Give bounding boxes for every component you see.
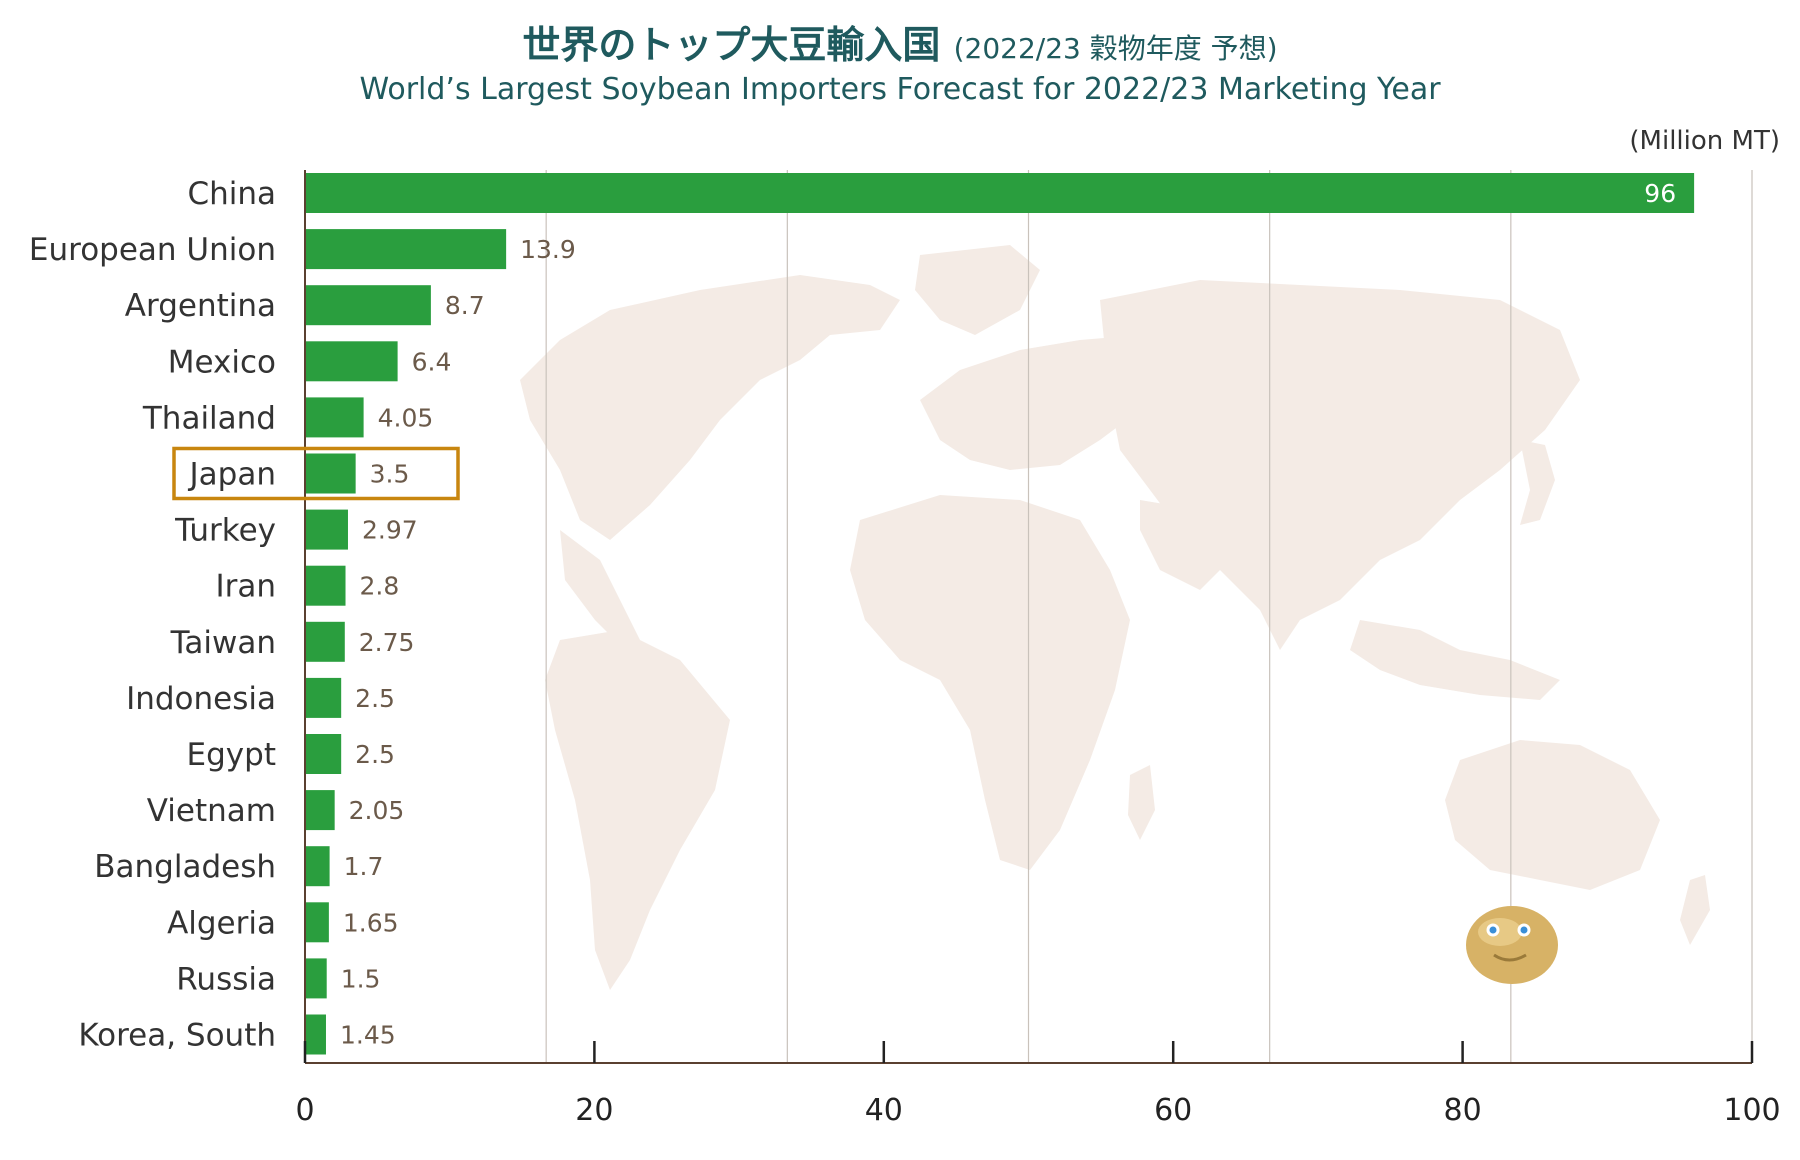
category-label: China (187, 176, 276, 212)
soybean-mascot (1466, 906, 1558, 984)
bar (305, 902, 329, 943)
value-label: 13.9 (520, 235, 576, 264)
bar (305, 453, 356, 494)
value-label: 6.4 (412, 347, 452, 376)
category-label: Argentina (125, 288, 276, 324)
value-label: 1.5 (341, 964, 381, 993)
x-axis: 0 20 40 60 80 100 (295, 170, 1781, 1128)
category-label: Mexico (168, 344, 276, 380)
map-central-america (560, 530, 640, 650)
x-tick-label: 100 (1723, 1093, 1780, 1128)
mascot-highlight (1478, 918, 1522, 946)
x-tick-label: 60 (1154, 1093, 1192, 1128)
value-label: 1.7 (344, 852, 384, 881)
x-tick-label: 0 (295, 1093, 314, 1128)
mascot-body (1466, 906, 1558, 984)
category-label: Indonesia (126, 681, 276, 717)
unit-label: (Million MT) (1629, 126, 1780, 156)
map-japan (1520, 440, 1555, 525)
bar (305, 173, 1695, 213)
category-label: Turkey (174, 513, 276, 549)
highlight-box (172, 446, 460, 501)
category-label: Vietnam (147, 793, 276, 829)
x-tick-label: 40 (865, 1093, 903, 1128)
map-africa (850, 495, 1130, 870)
value-label: 3.5 (370, 460, 410, 489)
bar (305, 958, 327, 999)
bar (305, 341, 398, 382)
bar (305, 677, 342, 718)
value-label: 1.65 (343, 908, 399, 937)
category-label: Bangladesh (94, 849, 276, 885)
category-label: Iran (215, 569, 276, 605)
map-south-america (545, 630, 730, 990)
x-tick-label: 20 (575, 1093, 613, 1128)
map-se-asia (1350, 620, 1560, 700)
bar (305, 846, 330, 887)
bar (305, 509, 348, 550)
mascot-smile (1493, 953, 1527, 962)
map-india (1245, 525, 1330, 650)
value-label: 4.05 (378, 403, 434, 432)
bar (305, 565, 346, 606)
value-label: 2.97 (362, 516, 418, 545)
category-label: Thailand (142, 400, 276, 436)
category-label: Russia (176, 961, 276, 997)
value-label: 2.5 (355, 684, 395, 713)
bar (305, 790, 335, 831)
bar (305, 1014, 326, 1055)
value-label: 96 (1644, 179, 1676, 208)
mascot-right-pupil (1520, 926, 1528, 934)
value-label: 2.8 (360, 572, 400, 601)
x-tick-label: 80 (1444, 1093, 1482, 1128)
bars (305, 173, 1695, 1055)
bar (305, 621, 345, 662)
map-australia (1445, 740, 1660, 890)
value-label: 2.05 (349, 796, 405, 825)
map-asia (1100, 280, 1580, 620)
title-ja-sub: (2022/23 穀物年度 予想) (953, 32, 1278, 65)
category-label: Algeria (167, 905, 276, 941)
chart-title-en: World’s Largest Soybean Importers Foreca… (359, 72, 1441, 107)
world-map-background (520, 245, 1710, 990)
bar (305, 734, 342, 774)
value-label: 1.45 (340, 1021, 396, 1050)
map-greenland (915, 245, 1040, 335)
chart-title-ja: 世界のトップ大豆輸入国 (2022/23 穀物年度 予想) (0, 14, 1800, 69)
bar (305, 285, 431, 326)
category-label: European Union (29, 232, 276, 268)
category-label: Taiwan (170, 625, 276, 661)
value-label: 2.5 (355, 740, 395, 769)
value-label: 2.75 (359, 628, 415, 657)
bar (305, 229, 507, 270)
category-label: Egypt (187, 737, 276, 773)
title-ja-main: 世界のトップ大豆輸入国 (522, 23, 941, 67)
map-north-america (520, 275, 900, 540)
category-label: Korea, South (78, 1018, 276, 1054)
value-label: 8.7 (445, 291, 485, 320)
gridlines (545, 170, 1753, 1063)
category-label: Japan (188, 457, 276, 493)
map-new-zealand (1680, 875, 1710, 945)
map-arabia (1140, 500, 1230, 590)
mascot-left-pupil (1489, 926, 1497, 934)
labels: China 96 European Union 13.9 Argentina 8.7 Mex… (29, 176, 1676, 1054)
map-madagascar (1128, 765, 1155, 840)
bar (305, 397, 364, 438)
